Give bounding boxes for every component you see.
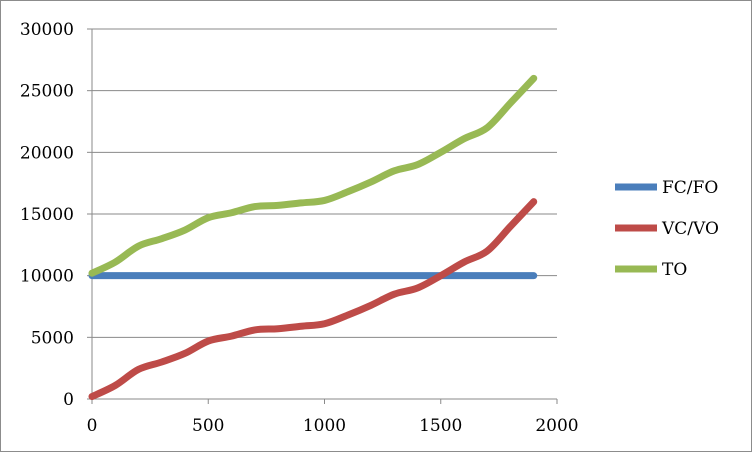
legend: FC/FO VC/VO TO xyxy=(615,178,719,280)
series-lines xyxy=(88,74,538,401)
gridlines xyxy=(92,28,557,338)
tick-labels: 0 5000 10000 15000 20000 25000 30000 0 500 1000 15… xyxy=(20,20,579,436)
x-tick-label: 1500 xyxy=(419,416,462,436)
y-tick-label: 20000 xyxy=(20,143,74,163)
y-tick-label: 15000 xyxy=(20,205,74,225)
x-tick-label: 1000 xyxy=(303,416,346,436)
y-tick-label: 5000 xyxy=(31,328,74,348)
y-tick-label: 30000 xyxy=(20,20,74,40)
y-tick-label: 0 xyxy=(63,390,74,410)
series-line-vc-vo xyxy=(88,198,538,401)
x-tick-label: 0 xyxy=(87,416,98,436)
axes xyxy=(87,28,558,404)
legend-label-vc-vo: VC/VO xyxy=(661,219,719,239)
x-tick-label: 2000 xyxy=(535,416,578,436)
x-tick-label: 500 xyxy=(192,416,224,436)
y-tick-label: 25000 xyxy=(20,82,74,102)
legend-label-fc-fo: FC/FO xyxy=(662,178,718,198)
y-tick-label: 10000 xyxy=(20,267,74,287)
series-line-to xyxy=(88,74,538,277)
legend-label-to: TO xyxy=(662,260,687,280)
